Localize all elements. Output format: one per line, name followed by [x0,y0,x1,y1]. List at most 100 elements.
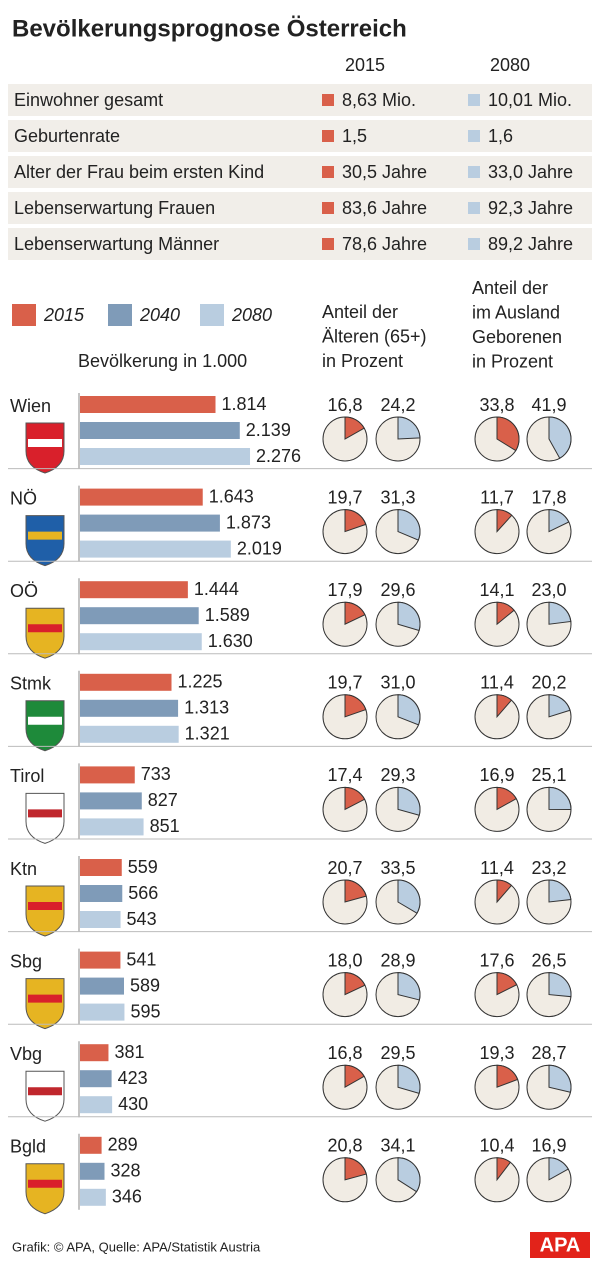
coat-of-arms [25,422,65,474]
bar-value: 559 [128,857,158,877]
pie-slice [496,786,517,811]
legend-swatch [200,304,224,326]
coat-of-arms-detail [28,902,62,910]
pie-value: 17,9 [327,580,362,600]
row-marker [322,130,334,142]
pie-title: im Ausland [472,302,560,322]
pie-value: 16,9 [479,765,514,785]
bar-value: 328 [111,1161,141,1181]
bar-value: 346 [112,1187,142,1207]
bar-value: 1.444 [194,579,239,599]
bar [80,792,142,810]
pie-title: Geborenen [472,327,562,347]
bar-value: 1.630 [208,631,253,651]
bar-value: 1.313 [184,698,229,718]
legend-label: 2080 [231,305,272,325]
pie-title: in Prozent [472,351,553,371]
pie-slice [344,694,367,718]
coat-of-arms [25,885,65,937]
region-label: Bgld [10,1137,46,1157]
source: Grafik: © APA, Quelle: APA/Statistik Aus… [12,1239,261,1254]
pie-value: 31,0 [380,673,415,693]
pie-title: Anteil der [472,278,548,298]
coat-of-arms-detail [28,624,62,633]
coat-of-arms-detail [28,994,62,1003]
pie-slice [496,509,513,533]
row-marker [468,94,480,106]
title: Bevölkerungsprognose Österreich [12,15,407,42]
bar [80,859,122,876]
pie-value: 20,8 [327,1136,362,1156]
row-value: 10,01 Mio. [488,90,572,110]
legend-label: 2040 [139,305,180,325]
pie-slice [397,694,421,726]
column-header: 2015 [345,55,385,75]
pie-value: 20,2 [531,673,566,693]
region-label: NÖ [10,488,37,508]
coat-of-arms-detail [28,1087,62,1096]
row-value: 92,3 Jahre [488,198,573,218]
bar-value: 595 [130,1001,160,1021]
coat-of-arms [25,607,65,659]
pie-value: 33,8 [479,395,514,415]
pie-value: 16,8 [327,1043,362,1063]
bar-value: 1.225 [178,672,223,692]
pie-slice [496,416,520,452]
bar [80,977,124,995]
bar-value: 589 [130,975,160,995]
bar [80,885,123,902]
bar-value: 1.873 [226,512,271,532]
pie-slice [397,416,421,440]
bar [80,1070,112,1088]
legend-label: 2015 [43,305,85,325]
pie-title: Anteil der [322,302,398,322]
row-value: 83,6 Jahre [342,198,427,218]
bar-value: 1.321 [185,724,230,744]
bar-value: 851 [150,816,180,836]
pie-value: 33,5 [380,858,415,878]
pie-slice [397,509,421,541]
row-band [8,120,592,152]
bar [80,488,203,506]
pie-slice [397,879,421,914]
pie-slice [548,1157,569,1181]
coat-of-arms-detail [28,809,62,818]
row-marker [468,202,480,214]
pie-value: 29,6 [380,580,415,600]
row-marker [322,202,334,214]
bar-value: 1.814 [222,394,267,414]
pie-slice [548,1064,572,1093]
pie-slice [344,972,366,996]
pie-value: 17,4 [327,765,362,785]
pie-slice [344,601,366,625]
bar [80,1096,113,1114]
pie-slice [496,972,518,996]
bar-value: 289 [108,1135,138,1155]
row-marker [322,94,334,106]
pie-slice [397,972,421,1001]
bar [80,607,199,625]
pie-slice [397,601,421,632]
bar-value: 2.019 [237,538,282,558]
bar [80,633,202,651]
bar-value: 566 [128,883,158,903]
bar [80,1003,125,1021]
pie-value: 26,5 [531,950,566,970]
pie-slice [548,972,572,998]
row-marker [468,238,480,250]
bar [80,911,121,928]
pie-value: 16,8 [327,395,362,415]
coat-of-arms-detail [28,531,62,540]
row-value: 89,2 Jahre [488,234,573,254]
bar-title: Bevölkerung in 1.000 [78,351,247,371]
bar-value: 430 [118,1094,148,1114]
bar [80,422,240,439]
pie-value: 23,2 [531,858,566,878]
row-marker [468,130,480,142]
region-label: Ktn [10,859,37,879]
pie-slice [344,1157,367,1181]
pie-value: 34,1 [380,1136,415,1156]
row-value: 1,5 [342,126,367,146]
bar [80,448,251,465]
